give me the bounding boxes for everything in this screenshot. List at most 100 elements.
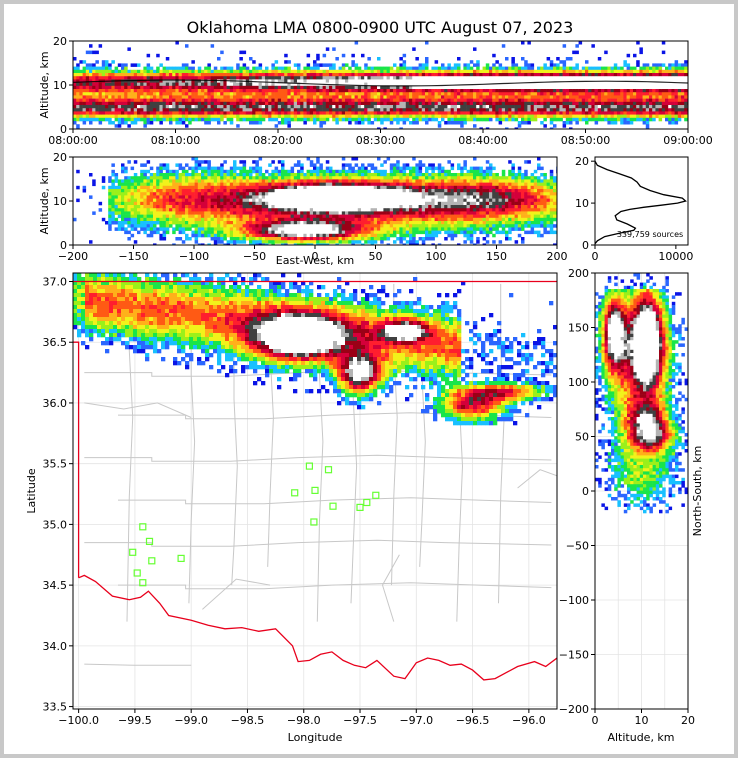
density-cell bbox=[108, 76, 112, 80]
density-cell bbox=[226, 69, 231, 74]
density-cell bbox=[677, 111, 682, 115]
density-cell bbox=[655, 92, 659, 96]
density-cell bbox=[677, 108, 682, 112]
density-cell bbox=[213, 214, 218, 219]
density-cell bbox=[101, 105, 106, 109]
density-cell bbox=[194, 201, 199, 206]
density-cell bbox=[383, 114, 387, 119]
density-cell bbox=[290, 211, 295, 215]
density-cell bbox=[165, 227, 170, 231]
density-cell bbox=[485, 95, 490, 99]
density-cell bbox=[140, 227, 144, 231]
density-cell bbox=[255, 163, 259, 167]
density-cell bbox=[658, 111, 663, 115]
density-cell bbox=[559, 111, 563, 115]
density-cell bbox=[194, 89, 199, 93]
density-cell bbox=[652, 95, 656, 99]
density-cell bbox=[114, 111, 119, 115]
density-cell bbox=[636, 117, 640, 122]
density-cell bbox=[300, 198, 304, 203]
density-cell bbox=[661, 82, 666, 87]
density-cell bbox=[373, 73, 378, 77]
density-cell bbox=[626, 53, 631, 58]
density-cell bbox=[194, 85, 199, 90]
density-cell bbox=[281, 98, 285, 103]
density-cell bbox=[322, 117, 327, 122]
density-cell bbox=[159, 179, 163, 183]
density-cell bbox=[300, 230, 304, 235]
density-cell bbox=[117, 95, 122, 99]
density-cell bbox=[130, 73, 135, 77]
density-cell bbox=[178, 201, 183, 206]
density-cell bbox=[140, 69, 144, 74]
density-cell bbox=[85, 82, 90, 87]
density-cell bbox=[121, 98, 125, 103]
density-cell bbox=[194, 211, 199, 215]
density-cell bbox=[415, 82, 419, 87]
density-cell bbox=[629, 73, 634, 77]
density-cell bbox=[572, 114, 576, 119]
density-cell bbox=[226, 111, 231, 115]
density-cell bbox=[543, 76, 547, 80]
density-cell bbox=[258, 211, 263, 215]
density-cell bbox=[245, 201, 250, 206]
density-cell bbox=[300, 195, 304, 199]
density-cell bbox=[245, 82, 250, 87]
density-cell bbox=[524, 101, 528, 106]
density-cell bbox=[559, 117, 563, 122]
x-tick-label: 08:00:00 bbox=[48, 134, 97, 147]
density-cell bbox=[565, 82, 570, 87]
density-cell bbox=[191, 73, 195, 77]
density-cell bbox=[169, 205, 173, 209]
density-cell bbox=[220, 179, 224, 183]
density-cell bbox=[210, 85, 215, 90]
density-cell bbox=[495, 98, 499, 103]
density-cell bbox=[293, 111, 298, 115]
density-cell bbox=[316, 117, 320, 122]
density-cell bbox=[357, 98, 362, 103]
density-cell bbox=[457, 73, 461, 77]
density-cell bbox=[431, 85, 435, 90]
density-cell bbox=[626, 69, 631, 74]
density-cell bbox=[565, 57, 570, 61]
density-cell bbox=[245, 237, 250, 241]
density-cell bbox=[172, 211, 176, 215]
density-cell bbox=[495, 105, 499, 109]
density-cell bbox=[117, 189, 122, 193]
density-cell bbox=[425, 108, 429, 112]
density-cell bbox=[341, 53, 346, 58]
density-cell bbox=[674, 89, 679, 93]
density-cell bbox=[325, 108, 330, 112]
x-tick-label: 08:50:00 bbox=[561, 134, 610, 147]
density-cell bbox=[565, 89, 570, 93]
density-cell bbox=[223, 176, 227, 180]
density-cell bbox=[367, 114, 371, 119]
density-cell bbox=[540, 82, 544, 87]
density-cell bbox=[396, 105, 400, 109]
density-cell bbox=[553, 63, 557, 67]
density-cell bbox=[441, 117, 445, 122]
density-cell bbox=[613, 85, 618, 90]
density-cell bbox=[274, 217, 279, 222]
density-cell bbox=[229, 185, 234, 190]
density-cell bbox=[207, 105, 211, 109]
density-cell bbox=[130, 166, 135, 171]
density-cell bbox=[242, 237, 247, 241]
density-cell bbox=[556, 66, 560, 71]
density-cell bbox=[370, 108, 375, 112]
density-cell bbox=[300, 92, 304, 96]
density-cell bbox=[338, 69, 343, 74]
density-cell bbox=[137, 85, 141, 90]
density-cell bbox=[252, 98, 256, 103]
density-cell bbox=[255, 176, 259, 180]
density-cell bbox=[425, 60, 429, 64]
density-cell bbox=[201, 243, 205, 245]
density-cell bbox=[517, 66, 522, 71]
density-cell bbox=[300, 179, 304, 183]
density-cell bbox=[610, 98, 615, 103]
density-cell bbox=[73, 98, 77, 103]
density-cell bbox=[268, 98, 272, 103]
density-cell bbox=[79, 76, 83, 80]
density-cell bbox=[537, 73, 541, 77]
density-cell bbox=[143, 69, 147, 74]
